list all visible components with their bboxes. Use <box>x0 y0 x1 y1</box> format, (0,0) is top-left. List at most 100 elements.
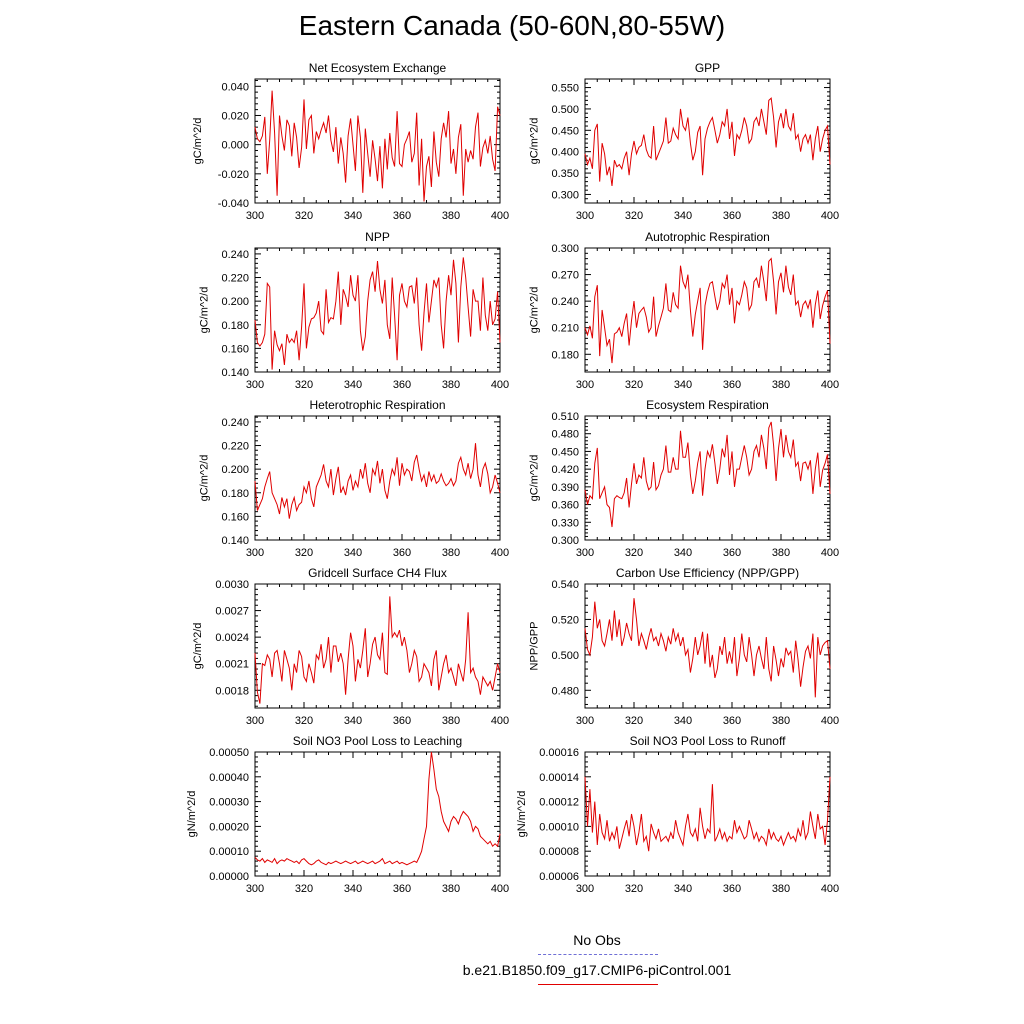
y-tick-label: 0.00020 <box>209 821 249 833</box>
x-tick-label: 320 <box>295 715 313 727</box>
chart-title: Carbon Use Efficiency (NPP/GPP) <box>616 566 799 580</box>
chart-panel-3: NPP 300 320 340 360 380 400 0.140 0.160 0.180 0.20… <box>199 230 510 391</box>
x-tick-label: 300 <box>576 547 594 559</box>
y-tick-label: 0.180 <box>221 320 249 332</box>
x-tick-label: 340 <box>344 547 362 559</box>
y-tick-label: 0.270 <box>551 270 579 282</box>
x-tick-label: 300 <box>576 379 594 391</box>
x-tick-label: 380 <box>442 210 460 222</box>
x-tick-label: 300 <box>576 715 594 727</box>
y-tick-label: 0.350 <box>551 168 579 180</box>
x-tick-label: 360 <box>393 547 411 559</box>
series-line <box>584 421 831 528</box>
series-line <box>584 97 831 186</box>
y-tick-label: 0.240 <box>221 249 249 261</box>
y-tick-label: 0.00040 <box>209 772 249 784</box>
x-tick-label: 360 <box>393 379 411 391</box>
x-tick-label: 340 <box>674 883 692 895</box>
x-tick-label: 400 <box>821 379 839 391</box>
x-tick-label: 360 <box>393 715 411 727</box>
y-tick-label: 0.160 <box>221 511 249 523</box>
y-tick-label: 0.420 <box>551 464 579 476</box>
y-axis-label: gC/m^2/d <box>192 118 204 165</box>
y-tick-label: 0.220 <box>221 273 249 285</box>
x-tick-label: 320 <box>625 210 643 222</box>
series-line <box>254 751 501 866</box>
x-tick-label: 340 <box>674 210 692 222</box>
x-tick-label: 320 <box>625 379 643 391</box>
x-tick-label: 400 <box>491 883 509 895</box>
series-line <box>254 596 501 704</box>
chart-title: GPP <box>695 61 720 75</box>
x-tick-label: 400 <box>821 715 839 727</box>
y-tick-label: 0.240 <box>221 417 249 429</box>
y-axis-label: gC/m^2/d <box>192 623 204 670</box>
x-tick-label: 360 <box>723 210 741 222</box>
y-tick-label: -0.020 <box>218 169 249 181</box>
y-tick-label: 0.00008 <box>539 846 579 858</box>
y-tick-label: 0.0018 <box>215 685 249 697</box>
x-tick-label: 360 <box>393 210 411 222</box>
y-tick-label: 0.0030 <box>215 579 249 591</box>
x-tick-label: 300 <box>246 379 264 391</box>
x-tick-label: 320 <box>625 547 643 559</box>
y-tick-label: 0.00014 <box>539 772 579 784</box>
y-tick-label: 0.210 <box>551 323 579 335</box>
x-tick-label: 360 <box>723 715 741 727</box>
y-tick-label: -0.040 <box>218 198 249 210</box>
y-axis-label: gC/m^2/d <box>529 118 541 165</box>
plot-frame <box>584 751 831 877</box>
y-tick-label: 0.00012 <box>539 797 579 809</box>
chart-panel-6: Ecosystem Respiration 300 320 340 360 380 400 0… <box>529 398 840 559</box>
page-title: Eastern Canada (50-60N,80-55W) <box>298 10 726 41</box>
plot-frame <box>254 415 501 541</box>
y-tick-label: 0.510 <box>551 411 579 423</box>
x-tick-label: 380 <box>442 379 460 391</box>
y-tick-label: 0.500 <box>551 650 579 662</box>
legend-obs-line <box>538 954 658 955</box>
y-tick-label: 0.000 <box>221 140 249 152</box>
x-tick-label: 380 <box>772 547 790 559</box>
y-axis-label: gC/m^2/d <box>529 455 541 502</box>
x-tick-label: 360 <box>723 379 741 391</box>
x-tick-label: 320 <box>625 883 643 895</box>
chart-panel-10: Soil NO3 Pool Loss to Runoff 300 320 340 360… <box>516 734 839 895</box>
chart-title: NPP <box>365 230 390 244</box>
y-tick-label: 0.300 <box>551 535 579 547</box>
y-tick-label: 0.220 <box>221 441 249 453</box>
x-tick-label: 340 <box>344 883 362 895</box>
y-axis-label: gC/m^2/d <box>529 287 541 334</box>
y-tick-label: 0.140 <box>221 367 249 379</box>
y-axis-label: gC/m^2/d <box>199 455 211 502</box>
y-tick-label: 0.480 <box>551 429 579 441</box>
x-tick-label: 300 <box>576 883 594 895</box>
y-tick-label: 0.300 <box>551 189 579 201</box>
series-line <box>254 257 501 370</box>
x-tick-label: 380 <box>442 715 460 727</box>
x-tick-label: 360 <box>393 883 411 895</box>
y-tick-label: 0.450 <box>551 125 579 137</box>
x-tick-label: 300 <box>246 210 264 222</box>
chart-panel-5: Heterotrophic Respiration 300 320 340 360 380… <box>199 398 510 559</box>
x-tick-label: 400 <box>821 210 839 222</box>
chart-title: Heterotrophic Respiration <box>309 398 445 412</box>
chart-title: Soil NO3 Pool Loss to Leaching <box>293 734 462 748</box>
y-tick-label: 0.390 <box>551 482 579 494</box>
y-tick-label: 0.00010 <box>209 846 249 858</box>
y-axis-label: gN/m^2/d <box>516 791 528 838</box>
x-tick-label: 340 <box>344 715 362 727</box>
y-tick-label: 0.500 <box>551 104 579 116</box>
series-line <box>584 257 831 364</box>
y-tick-label: 0.300 <box>551 243 579 255</box>
x-tick-label: 380 <box>772 210 790 222</box>
x-tick-label: 300 <box>576 210 594 222</box>
y-tick-label: 0.520 <box>551 614 579 626</box>
x-tick-label: 400 <box>821 547 839 559</box>
y-tick-label: 0.140 <box>221 535 249 547</box>
y-tick-label: 0.200 <box>221 296 249 308</box>
x-tick-label: 320 <box>295 883 313 895</box>
x-tick-label: 400 <box>491 715 509 727</box>
y-tick-label: 0.0024 <box>215 632 249 644</box>
plot-frame <box>254 751 501 877</box>
y-tick-label: 0.180 <box>551 349 579 361</box>
